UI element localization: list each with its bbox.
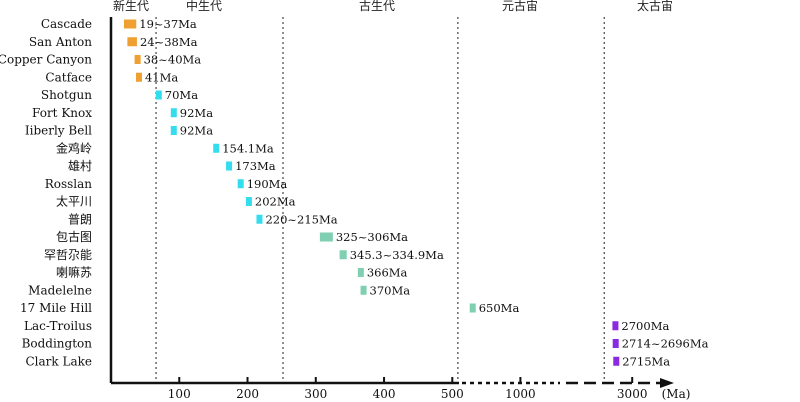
deposit-label-lac-troilus: Lac-Troilus [24, 319, 92, 333]
age-bar-catface [135, 72, 142, 82]
deposit-label-iiberly-bell: Iiberly Bell [25, 124, 92, 138]
age-bar-rosslan [237, 179, 244, 189]
age-bar-fort-knox [170, 108, 177, 118]
age-value-label: 325~306Ma [336, 230, 408, 244]
age-value-label: 190Ma [247, 177, 288, 191]
age-value-label: 2715Ma [622, 354, 670, 368]
age-bar-17-mile-hill [469, 303, 476, 313]
age-value-label: 92Ma [180, 124, 213, 138]
deposit-label-item-14: 喇嘛苏 [56, 265, 92, 280]
x-tick-label: 500 [441, 387, 464, 401]
deposit-label-fort-knox: Fort Knox [32, 106, 92, 120]
deposit-label-catface: Catface [45, 70, 92, 84]
deposit-label-shotgun: Shotgun [41, 88, 92, 102]
deposit-label-item-7: 金鸡岭 [56, 140, 92, 155]
age-value-label: 370Ma [370, 283, 411, 297]
deposit-label-rosslan: Rosslan [45, 177, 93, 191]
age-bar-item-13 [339, 250, 347, 260]
deposit-label-clark-lake: Clark Lake [26, 354, 93, 368]
age-bar-cascade [123, 19, 137, 29]
age-value-label: 24~38Ma [140, 35, 198, 49]
x-tick-label: 1000 [505, 387, 536, 401]
era-label: 中生代 [186, 0, 222, 13]
age-bar-san-anton [127, 37, 137, 47]
x-ticks: 100 200 300 400 500 1000 3000 [168, 377, 648, 401]
era-boundaries [155, 17, 605, 383]
x-tick-label: 200 [236, 387, 259, 401]
deposit-label-item-11: 普朗 [68, 212, 92, 226]
age-bar-item-14 [357, 268, 364, 277]
x-tick-label: 3000 [617, 387, 648, 401]
age-value-label: 2714~2696Ma [622, 337, 709, 351]
age-bar-lac-troilus [612, 321, 619, 331]
age-value-label: 173Ma [235, 159, 276, 173]
x-axis-label: (Ma) [662, 387, 691, 401]
deposit-labels: Cascade San Anton Copper Canyon Catface Shot… [0, 17, 92, 368]
age-value-label: 154.1Ma [222, 141, 274, 155]
age-bar-item-8 [226, 161, 233, 171]
age-bar-madelelne [360, 285, 367, 295]
era-label: 元古宙 [502, 0, 538, 13]
deposit-label-boddington: Boddington [22, 337, 93, 351]
deposit-label-item-13: 罕哲尕能 [44, 248, 92, 262]
age-bar-boddington [612, 339, 619, 348]
era-labels: 新生代 中生代 古生代 元古宙 太古宙 [113, 0, 673, 13]
deposit-label-cascade: Cascade [41, 17, 92, 31]
age-bar-clark-lake [613, 356, 620, 366]
deposit-label-item-8: 雄村 [68, 158, 92, 173]
age-bar-shotgun [155, 90, 162, 100]
age-markers [123, 19, 620, 366]
deposit-label-san-anton: San Anton [29, 35, 92, 49]
era-label: 古生代 [359, 0, 395, 13]
deposit-label-item-10: 太平川 [56, 194, 92, 209]
x-tick-label: 100 [168, 387, 191, 401]
age-value-label: 345.3~334.9Ma [350, 248, 444, 262]
age-bar-item-11 [256, 214, 263, 224]
age-value-label: 202Ma [255, 195, 296, 209]
age-bar-item-7 [213, 143, 220, 153]
age-value-label: 650Ma [479, 301, 520, 315]
x-axis-arrow-icon [660, 378, 674, 388]
deposit-label-17-mile-hill: 17 Mile Hill [20, 301, 92, 315]
deposit-label-item-12: 包古图 [56, 229, 92, 244]
deposit-label-copper-canyon: Copper Canyon [0, 53, 92, 67]
age-value-label: 92Ma [180, 106, 213, 120]
age-value-label: 220~215Ma [265, 212, 337, 226]
era-label: 新生代 [113, 0, 149, 13]
era-label: 太古宙 [637, 0, 673, 13]
age-value-label: 70Ma [165, 88, 198, 102]
age-value-label: 41Ma [145, 70, 178, 84]
age-bar-item-10 [245, 197, 252, 206]
deposit-label-madelelne: Madelelne [28, 283, 92, 297]
age-value-label: 19~37Ma [139, 17, 197, 31]
age-value-label: 2700Ma [621, 319, 669, 333]
age-bar-iiberly-bell [170, 126, 177, 135]
age-bar-item-12 [319, 232, 333, 242]
age-value-label: 366Ma [367, 266, 408, 280]
axes [109, 17, 674, 388]
age-value-labels: 19~37Ma 24~38Ma 38~40Ma 41Ma 70Ma 92Ma 92Ma 154… [139, 17, 708, 368]
age-value-label: 38~40Ma [144, 53, 202, 67]
age-bar-copper-canyon [134, 55, 141, 64]
x-tick-label: 400 [373, 387, 396, 401]
x-tick-label: 300 [304, 387, 327, 401]
